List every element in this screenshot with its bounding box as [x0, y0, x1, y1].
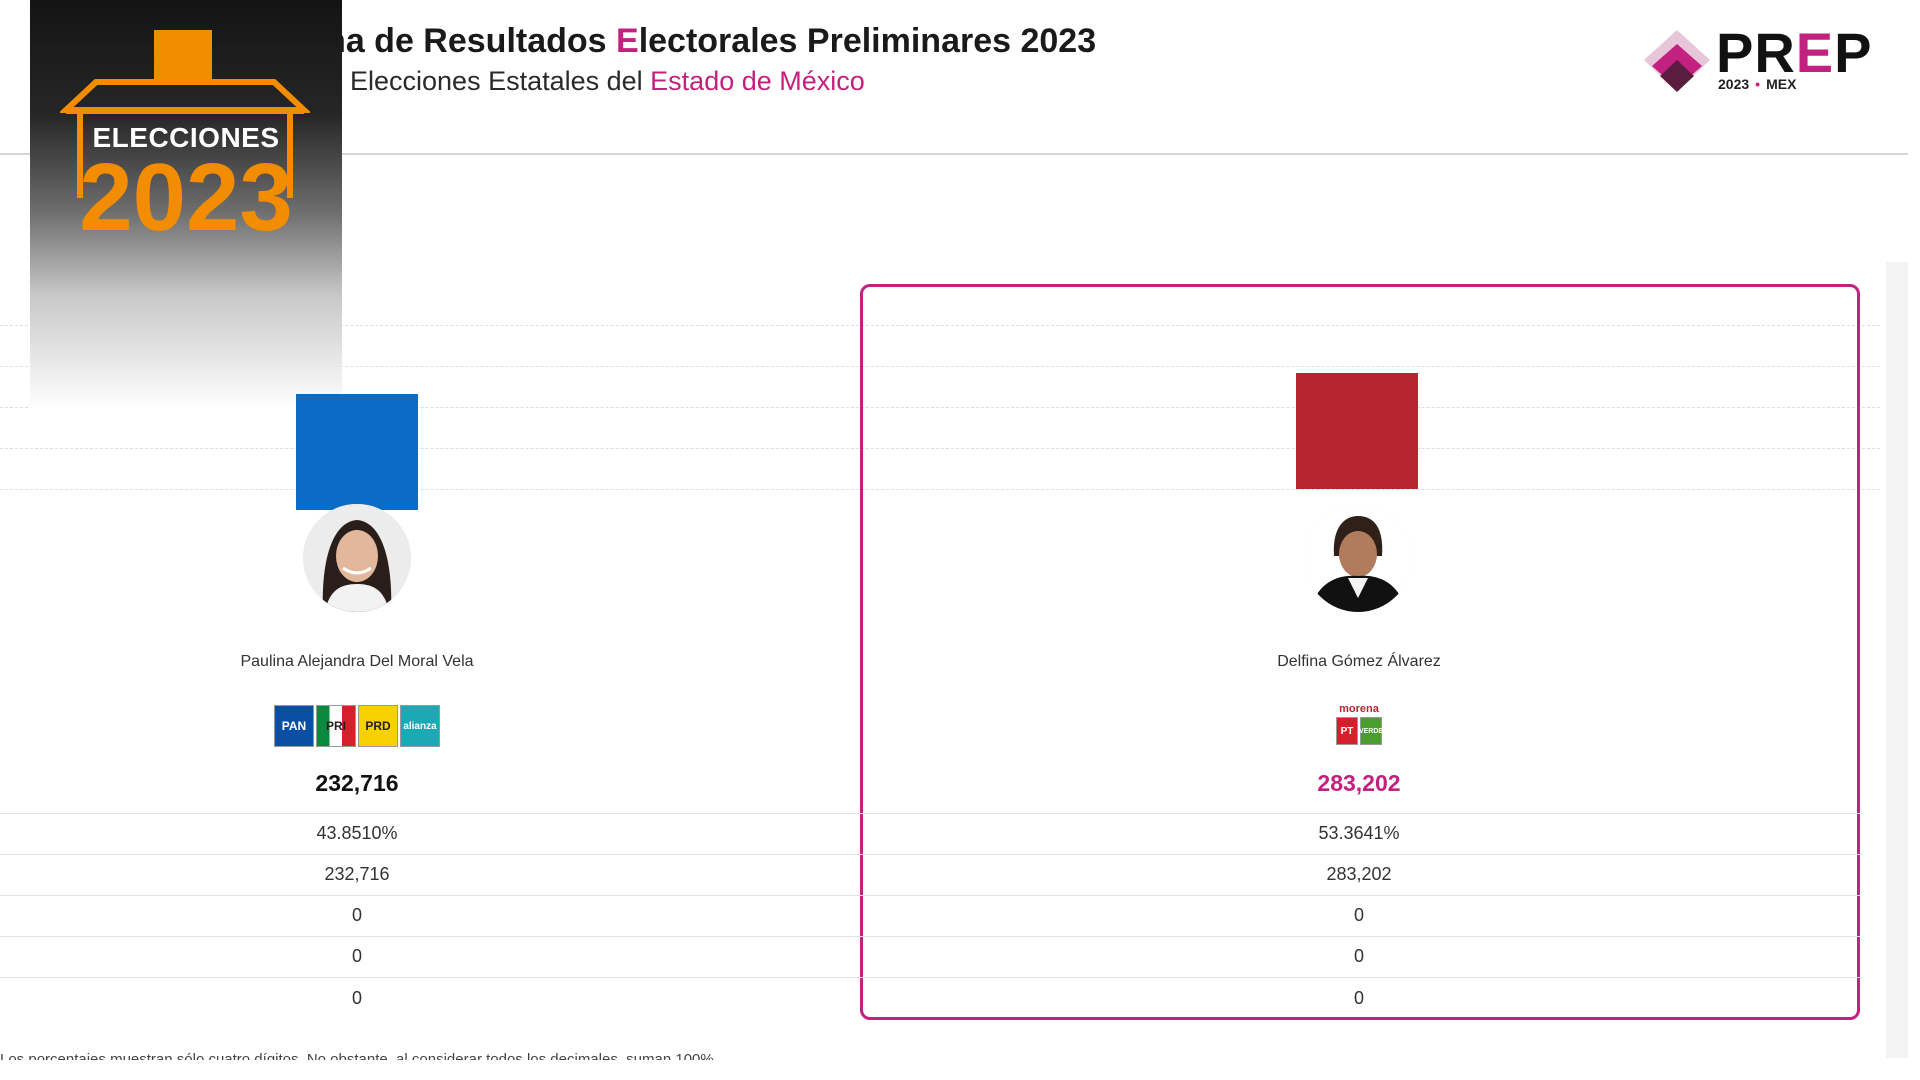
candidate-2-row-5: 0	[1353, 988, 1364, 1008]
candidate-2-color-block	[1296, 373, 1418, 489]
table-row-divider	[0, 854, 1860, 855]
guide-line	[0, 407, 1880, 408]
prep-logo[interactable]: PREP 2023 • MEX	[1644, 21, 1872, 96]
candidate-1-photo	[303, 504, 411, 612]
candidate-2-percent: 53.3641%	[1318, 823, 1400, 843]
candidate-1-row-4: 0	[351, 946, 362, 966]
ballot-box-icon	[60, 30, 310, 198]
prd-logo-icon: PRD	[358, 705, 398, 747]
table-row-divider	[0, 895, 1860, 896]
candidate-1-percent: 43.8510%	[316, 823, 398, 843]
candidate-1-votes-row: 232,716	[324, 864, 390, 884]
avatar-icon	[303, 504, 411, 612]
guide-line	[0, 448, 1880, 449]
guide-line	[0, 366, 1880, 367]
candidate-1-row-3: 0	[351, 905, 362, 925]
candidate-1-color-block	[296, 394, 418, 510]
prep-subline: 2023 • MEX	[1718, 76, 1797, 92]
candidate-1-party-logos: PAN PRI PRD alianza	[274, 705, 440, 749]
prep-diamond-icon	[1644, 30, 1710, 92]
morena-logo-icon: morena	[1339, 703, 1379, 715]
candidate-2-row-3: 0	[1353, 905, 1364, 925]
elecciones-year: 2023	[79, 144, 293, 251]
candidate-2-party-logos: morena PT VERDE	[1336, 703, 1383, 747]
elecciones-badge: ELECCIONES 2023	[30, 0, 342, 410]
verde-logo-icon: VERDE	[1359, 717, 1383, 745]
footnote: Los porcentajes muestran sólo cuatro díg…	[0, 1051, 718, 1060]
alianza-logo-icon: alianza	[400, 705, 440, 747]
candidate-2-votes: 283,202	[1317, 770, 1401, 796]
header: Programa de Resultados Electorales Preli…	[0, 0, 1908, 155]
candidate-2-photo	[1304, 504, 1412, 612]
candidate-1-votes: 232,716	[315, 770, 399, 796]
candidate-1-name: Paulina Alejandra Del Moral Vela	[240, 653, 474, 670]
avatar-icon	[1304, 504, 1412, 612]
pri-logo-icon: PRI	[316, 705, 356, 747]
table-row-divider	[0, 936, 1860, 937]
candidate-2-name: Delfina Gómez Álvarez	[1277, 653, 1441, 670]
pt-logo-icon: PT	[1336, 717, 1358, 745]
table-row-divider	[0, 813, 1860, 814]
candidate-1-row-5: 0	[351, 988, 362, 1008]
leading-candidate-card	[860, 284, 1860, 1020]
candidate-2-row-4: 0	[1353, 946, 1364, 966]
table-row-divider	[0, 977, 1860, 978]
guide-line	[0, 489, 1880, 490]
pan-logo-icon: PAN	[274, 705, 314, 747]
page-subtitle: Elecciones Estatales del Estado de Méxic…	[350, 66, 865, 96]
elecciones-label: ELECCIONES	[92, 122, 280, 153]
scrollbar-track[interactable]	[1886, 262, 1908, 1058]
candidate-2-votes-row: 283,202	[1326, 864, 1392, 884]
guide-line	[0, 325, 1880, 326]
prep-wordmark: PREP	[1716, 21, 1873, 84]
